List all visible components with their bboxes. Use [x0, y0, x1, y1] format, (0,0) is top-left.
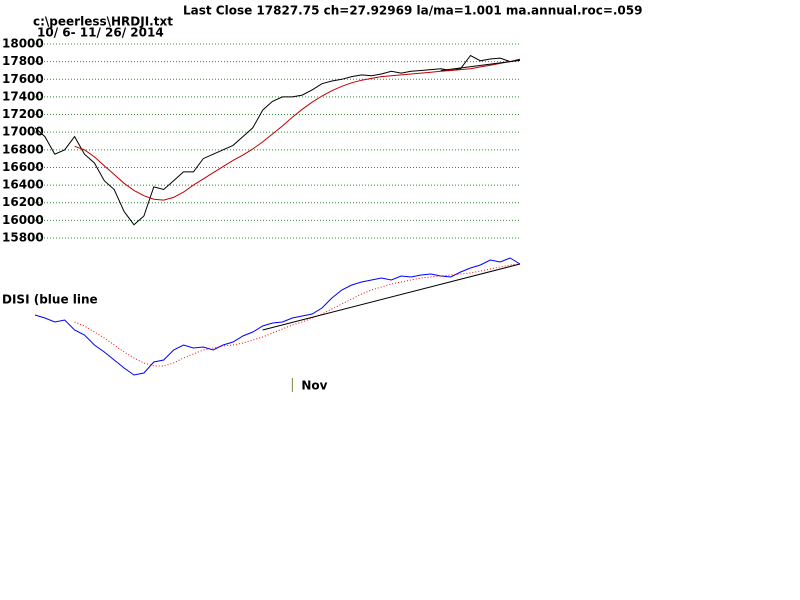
series-line — [34, 257, 521, 376]
y-tick-label: 16600 — [2, 160, 44, 174]
y-tick-label: 16800 — [2, 142, 44, 156]
series-line — [74, 263, 521, 367]
trendline — [262, 263, 521, 331]
file-name: c:\peerless\HRDJI.txt — [33, 15, 173, 29]
month-label: Nov — [301, 379, 327, 393]
series-line — [74, 59, 521, 201]
y-tick-label: 17000 — [2, 125, 44, 139]
series-line — [34, 54, 521, 226]
y-tick-label: 16000 — [2, 213, 44, 227]
date-range: 10/ 6- 11/ 26/ 2014 — [37, 26, 164, 40]
y-tick-label: 17800 — [2, 54, 44, 68]
panel-title: DISI (blue line — [2, 293, 98, 307]
y-tick-label: 17600 — [2, 72, 44, 86]
trendline — [440, 59, 521, 71]
y-tick-label: 15800 — [2, 231, 44, 245]
y-tick-label: 17200 — [2, 107, 44, 121]
y-tick-label: 17400 — [2, 89, 44, 103]
chart-title: Last Close 17827.75 ch=27.92969 la/ma=1.… — [183, 4, 642, 18]
y-tick-label: 16400 — [2, 178, 44, 192]
y-tick-label: 18000 — [2, 37, 44, 51]
y-tick-label: 16200 — [2, 195, 44, 209]
